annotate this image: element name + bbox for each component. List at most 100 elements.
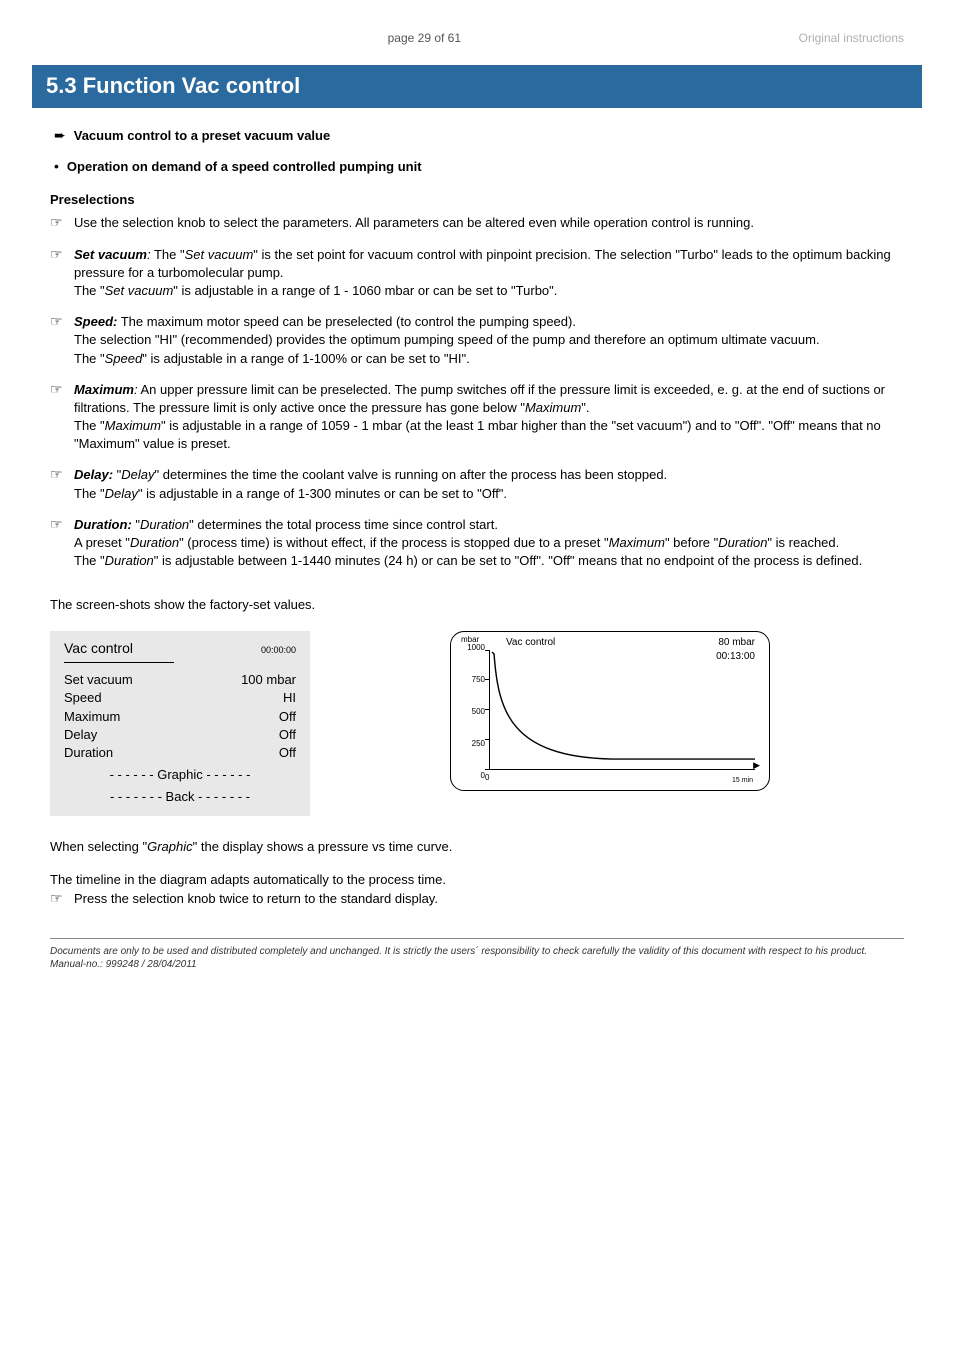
dl1c: " determines the time the coolant valve … [155, 467, 668, 482]
menu-row-label: Delay [64, 726, 184, 744]
y-tick-label: 250 [472, 738, 485, 749]
du1a: " [132, 517, 140, 532]
sv1a: The " [151, 247, 185, 262]
gl-b: Graphic [147, 839, 193, 854]
pointer-icon: ☞ [50, 245, 68, 265]
du3b: Duration [105, 553, 154, 568]
menu-row-label: Duration [64, 744, 184, 762]
chart-y-ticks: 10007505002500 [457, 646, 487, 774]
delay-item: ☞ Delay: "Delay" determines the time the… [50, 465, 904, 502]
bullet-text: Operation on demand of a speed controlle… [67, 158, 422, 176]
sv1b: Set vacuum [185, 247, 254, 262]
screenshots-caption: The screen-shots show the factory-set va… [50, 596, 904, 614]
mx2c: " is adjustable in a range of 1059 - 1 m… [74, 418, 881, 451]
menu-row: Set vacuum100 mbar [64, 671, 296, 689]
sv2b: Set vacuum [105, 283, 174, 298]
mx2a: The " [74, 418, 105, 433]
arrow-icon: ➨ [54, 126, 66, 146]
y-tick-mark [485, 769, 490, 770]
menu-row-value: 100 mbar [206, 671, 296, 689]
menu-back-row: - - - - - - - Back - - - - - - - [64, 788, 296, 806]
arrow-line: ➨ Vacuum control to a preset vacuum valu… [50, 126, 904, 146]
page-header: page 29 of 61 Original instructions [50, 30, 904, 47]
footer-text: Documents are only to be used and distri… [50, 945, 904, 971]
sp3a: The " [74, 351, 105, 366]
footer-divider [50, 938, 904, 939]
menu-divider [64, 662, 174, 663]
use-selection-knob: ☞ Use the selection knob to select the p… [50, 213, 904, 233]
pointer-icon: ☞ [50, 889, 68, 909]
panel-row: Vac control 00:00:00 Set vacuum100 mbarS… [50, 631, 904, 817]
speed-label: Speed: [74, 314, 117, 329]
sp3c: " is adjustable in a range of 1-100% or … [142, 351, 469, 366]
pointer-icon: ☞ [50, 515, 68, 535]
du2e: " before " [665, 535, 718, 550]
return-text: Press the selection knob twice to return… [74, 890, 904, 908]
sv2c: " is adjustable in a range of 1 - 1060 m… [173, 283, 557, 298]
du1b: Duration [140, 517, 189, 532]
bullet-line: • Operation on demand of a speed control… [50, 157, 904, 177]
du3c: " is adjustable between 1-1440 minutes (… [154, 553, 862, 568]
menu-row-value: Off [206, 744, 296, 762]
menu-title-row: Vac control 00:00:00 [64, 639, 296, 659]
menu-row-label: Maximum [64, 708, 184, 726]
header-right: Original instructions [799, 30, 904, 47]
graphic-selection-line: When selecting "Graphic" the display sho… [50, 838, 904, 856]
gl-c: " the display shows a pressure vs time c… [193, 839, 453, 854]
du3a: The " [74, 553, 105, 568]
y-tick-label: 750 [472, 674, 485, 685]
duration-item: ☞ Duration: "Duration" determines the to… [50, 515, 904, 571]
delay-body: Delay: "Delay" determines the time the c… [74, 466, 904, 502]
duration-body: Duration: "Duration" determines the tota… [74, 516, 904, 571]
pointer-icon: ☞ [50, 380, 68, 400]
menu-title: Vac control [64, 639, 133, 659]
x-axis-arrow-icon: ▶ [753, 759, 760, 772]
menu-rows: Set vacuum100 mbarSpeedHIMaximumOffDelay… [64, 671, 296, 762]
menu-row-value: Off [206, 726, 296, 744]
menu-row: Maximum Off [64, 708, 296, 726]
mx1: An upper pressure limit can be preselect… [74, 382, 885, 415]
chart-value-top: 80 mbar [718, 637, 755, 648]
preselections-heading: Preselections [50, 191, 904, 209]
menu-row: Duration Off [64, 744, 296, 762]
menu-row: SpeedHI [64, 689, 296, 707]
arrow-bold: Vacuum control to a preset vacuum value [74, 128, 330, 143]
y-tick-label: 500 [472, 706, 485, 717]
pointer-icon: ☞ [50, 312, 68, 332]
pointer-icon: ☞ [50, 465, 68, 485]
y-tick-label: 1000 [467, 642, 485, 653]
bullet-bold: Operation on demand of a speed controlle… [67, 159, 422, 174]
maximum-item: ☞ Maximum: An upper pressure limit can b… [50, 380, 904, 454]
dl2b: Delay [105, 486, 138, 501]
du2f: Duration [718, 535, 767, 550]
set-vacuum-label: Set vacuum [74, 247, 147, 262]
du2d: Maximum [609, 535, 665, 550]
return-line: ☞ Press the selection knob twice to retu… [50, 889, 904, 909]
menu-row: Delay Off [64, 726, 296, 744]
header-center: page 29 of 61 [388, 30, 461, 47]
chart-panel: mbar Vac control 80 mbar 00:13:00 100075… [450, 631, 770, 791]
set-vacuum-item: ☞ Set vacuum: The "Set vacuum" is the se… [50, 245, 904, 301]
dl1b: Delay [121, 467, 154, 482]
sp2: The selection "HI" (recommended) provide… [74, 332, 820, 347]
dl2c: " is adjustable in a range of 1-300 minu… [138, 486, 507, 501]
arrow-text: Vacuum control to a preset vacuum value [74, 127, 330, 145]
pointer-icon: ☞ [50, 213, 68, 233]
maximum-body: Maximum: An upper pressure limit can be … [74, 381, 904, 454]
du2b: Duration [130, 535, 179, 550]
menu-row-value: Off [206, 708, 296, 726]
du2c: " (process time) is without effect, if t… [179, 535, 609, 550]
mx1c: ". [581, 400, 589, 415]
menu-panel: Vac control 00:00:00 Set vacuum100 mbarS… [50, 631, 310, 817]
gl-a: When selecting " [50, 839, 147, 854]
menu-graphic-row: - - - - - - Graphic - - - - - - [64, 766, 296, 784]
menu-clock: 00:00:00 [261, 644, 296, 657]
sp1: The maximum motor speed can be preselect… [117, 314, 576, 329]
chart-x-label: 15 min [732, 776, 753, 786]
chart-area: ▶ [489, 650, 755, 770]
mx2b: Maximum [105, 418, 161, 433]
du2g: " is reached. [767, 535, 839, 550]
delay-label: Delay: [74, 467, 113, 482]
bullet-icon: • [54, 157, 59, 177]
dur-label: Duration: [74, 517, 132, 532]
